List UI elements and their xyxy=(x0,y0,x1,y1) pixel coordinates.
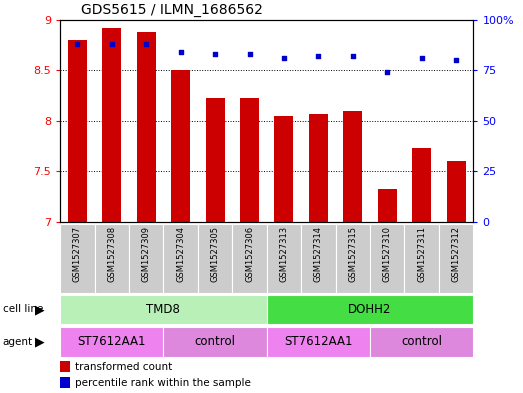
Text: control: control xyxy=(401,335,442,349)
Bar xyxy=(240,97,259,222)
Text: GSM1527313: GSM1527313 xyxy=(279,226,289,282)
Text: percentile rank within the sample: percentile rank within the sample xyxy=(75,378,251,388)
Bar xyxy=(163,327,267,357)
Point xyxy=(142,41,151,47)
Bar xyxy=(370,327,473,357)
Text: GSM1527305: GSM1527305 xyxy=(211,226,220,282)
Bar xyxy=(163,224,198,293)
Bar xyxy=(60,327,163,357)
Bar xyxy=(206,97,224,222)
Bar xyxy=(60,377,71,388)
Text: GSM1527312: GSM1527312 xyxy=(451,226,461,282)
Point xyxy=(176,49,185,55)
Text: control: control xyxy=(195,335,235,349)
Bar xyxy=(68,40,87,222)
Point xyxy=(280,55,288,61)
Point xyxy=(314,53,323,59)
Text: transformed count: transformed count xyxy=(75,362,172,372)
Bar xyxy=(60,224,95,293)
Text: GSM1527314: GSM1527314 xyxy=(314,226,323,282)
Bar xyxy=(412,148,431,222)
Text: GSM1527309: GSM1527309 xyxy=(142,226,151,282)
Point xyxy=(383,69,391,75)
Text: agent: agent xyxy=(3,337,33,347)
Text: cell line: cell line xyxy=(3,305,43,314)
Point xyxy=(73,41,82,47)
Text: GSM1527306: GSM1527306 xyxy=(245,226,254,282)
Bar xyxy=(343,111,362,222)
Bar xyxy=(103,28,121,222)
Bar xyxy=(198,224,232,293)
Bar xyxy=(267,296,473,324)
Bar xyxy=(309,114,328,222)
Bar xyxy=(447,161,465,222)
Bar xyxy=(439,224,473,293)
Bar xyxy=(129,224,163,293)
Bar xyxy=(370,224,404,293)
Point xyxy=(417,55,426,61)
Point xyxy=(349,53,357,59)
Text: ▶: ▶ xyxy=(36,303,45,316)
Text: GSM1527304: GSM1527304 xyxy=(176,226,185,282)
Text: GSM1527310: GSM1527310 xyxy=(383,226,392,282)
Bar xyxy=(95,224,129,293)
Point xyxy=(108,41,116,47)
Bar xyxy=(275,116,293,222)
Text: ST7612AA1: ST7612AA1 xyxy=(284,335,353,349)
Bar xyxy=(137,32,156,222)
Bar xyxy=(171,70,190,222)
Text: DOHH2: DOHH2 xyxy=(348,303,392,316)
Text: GSM1527315: GSM1527315 xyxy=(348,226,357,282)
Bar xyxy=(232,224,267,293)
Text: GDS5615 / ILMN_1686562: GDS5615 / ILMN_1686562 xyxy=(81,3,263,17)
Point xyxy=(245,51,254,57)
Bar xyxy=(378,189,397,222)
Text: GSM1527307: GSM1527307 xyxy=(73,226,82,282)
Bar xyxy=(267,327,370,357)
Bar xyxy=(60,296,267,324)
Bar xyxy=(404,224,439,293)
Point xyxy=(452,57,460,63)
Text: TMD8: TMD8 xyxy=(146,303,180,316)
Bar xyxy=(60,361,71,372)
Bar xyxy=(267,224,301,293)
Bar xyxy=(336,224,370,293)
Text: ▶: ▶ xyxy=(36,335,45,349)
Text: GSM1527308: GSM1527308 xyxy=(107,226,116,282)
Bar xyxy=(301,224,336,293)
Text: ST7612AA1: ST7612AA1 xyxy=(77,335,146,349)
Text: GSM1527311: GSM1527311 xyxy=(417,226,426,282)
Point xyxy=(211,51,219,57)
